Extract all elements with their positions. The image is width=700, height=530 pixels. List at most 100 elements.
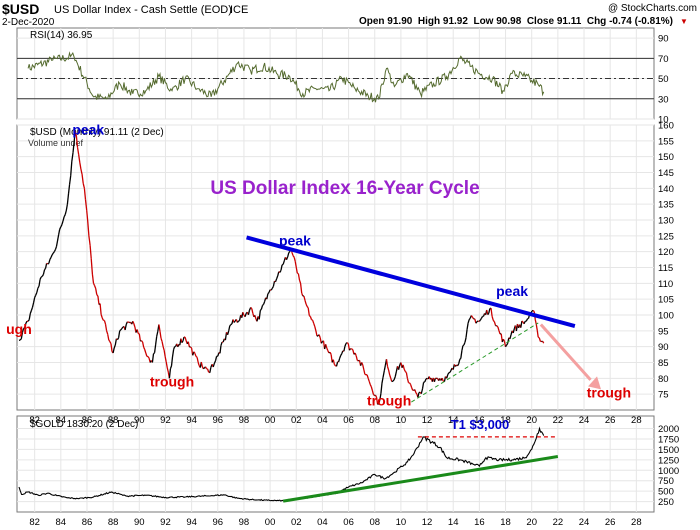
usd-segment bbox=[34, 295, 37, 298]
x-tick-label: 92 bbox=[160, 415, 171, 426]
usd-segment bbox=[538, 337, 542, 342]
usd-segment bbox=[182, 336, 185, 342]
usd-annotations: peak peak peak ugh trough trough trough bbox=[6, 122, 631, 409]
usd-segment bbox=[462, 344, 465, 347]
usd-segment bbox=[212, 363, 215, 368]
usd-segment bbox=[337, 358, 341, 363]
usd-segment bbox=[55, 240, 59, 247]
usd-segment bbox=[458, 359, 461, 364]
usd-segment bbox=[406, 378, 410, 383]
usd-segment bbox=[259, 308, 262, 311]
projection-arrow-head bbox=[588, 376, 602, 390]
usd-segment bbox=[79, 162, 82, 170]
usd-segment bbox=[304, 300, 307, 305]
usd-segment bbox=[464, 337, 467, 343]
usd-segment bbox=[500, 333, 503, 343]
trough-annotation: trough bbox=[367, 392, 411, 408]
usd-segment bbox=[236, 320, 239, 323]
trough-annotation: trough bbox=[587, 384, 631, 400]
rsi-y-tick-label: 90 bbox=[658, 34, 669, 45]
usd-segment bbox=[219, 345, 222, 354]
usd-segment bbox=[298, 279, 302, 284]
usd-segment bbox=[32, 297, 36, 303]
usd-segment bbox=[446, 374, 449, 379]
usd-segment bbox=[125, 321, 128, 325]
usd-segment bbox=[408, 382, 412, 385]
usd-segment bbox=[266, 293, 269, 300]
usd-segment bbox=[39, 276, 42, 280]
usd-segment bbox=[305, 303, 308, 307]
usd-segment bbox=[71, 152, 74, 162]
usd-segment bbox=[372, 393, 375, 396]
usd-segment bbox=[220, 341, 223, 346]
x-tick-label: 88 bbox=[108, 517, 119, 528]
usd-segment bbox=[449, 370, 452, 373]
usd-segment bbox=[459, 357, 462, 360]
usd-segment bbox=[333, 364, 336, 367]
usd-segment bbox=[497, 326, 500, 331]
down-arrow-icon: ▼ bbox=[680, 17, 688, 26]
y-axis-ticks: 10 30 50 70 90 75 80 85 90 95 100 105 110 115 120 125 13… bbox=[658, 34, 679, 508]
usd-segment bbox=[72, 141, 75, 153]
usd-y-tick-label: 110 bbox=[658, 279, 673, 290]
usd-segment bbox=[53, 249, 56, 253]
x-tick-label: 84 bbox=[56, 517, 67, 528]
usd-segment bbox=[95, 288, 98, 295]
chart-date: 2-Dec-2020 bbox=[2, 17, 55, 28]
usd-segment bbox=[68, 175, 72, 185]
usd-segment bbox=[61, 220, 64, 225]
x-tick-label: 12 bbox=[422, 415, 433, 426]
gold-y-tick-label: 500 bbox=[658, 487, 674, 498]
usd-segment bbox=[381, 376, 384, 384]
gold-y-tick-label: 1000 bbox=[658, 466, 679, 477]
usd-segment bbox=[465, 329, 468, 338]
usd-segment bbox=[262, 303, 265, 306]
usd-segment bbox=[311, 319, 315, 324]
usd-segment bbox=[153, 344, 157, 353]
peak-annotation: peak bbox=[72, 122, 104, 138]
usd-segment bbox=[90, 258, 94, 275]
usd-segment bbox=[326, 347, 329, 352]
usd-segment bbox=[233, 320, 236, 323]
usd-segment bbox=[512, 328, 515, 334]
usd-segment bbox=[277, 271, 280, 277]
usd-segment bbox=[329, 351, 332, 355]
usd-segment bbox=[195, 355, 198, 358]
gold-y-tick-label: 2000 bbox=[658, 424, 679, 435]
usd-segment bbox=[213, 360, 217, 364]
usd-segment bbox=[200, 361, 203, 367]
x-tick-label: 06 bbox=[343, 517, 354, 528]
usd-segment bbox=[340, 353, 343, 356]
usd-segment bbox=[110, 343, 113, 352]
peak-annotation: peak bbox=[496, 283, 528, 299]
usd-segment bbox=[42, 269, 46, 275]
usd-segment bbox=[274, 278, 278, 283]
usd-segment bbox=[463, 341, 466, 346]
usd-segment bbox=[187, 341, 191, 348]
usd-segment bbox=[91, 274, 95, 284]
usd-segment bbox=[479, 317, 483, 321]
usd-segment bbox=[390, 377, 393, 382]
usd-segment bbox=[244, 313, 247, 317]
usd-segment bbox=[112, 347, 115, 354]
usd-segment bbox=[293, 257, 296, 262]
usd-y-tick-label: 120 bbox=[658, 247, 674, 258]
x-tick-label: 96 bbox=[212, 517, 223, 528]
usd-segment bbox=[306, 306, 309, 309]
usd-segment bbox=[320, 341, 323, 344]
usd-segment bbox=[80, 168, 83, 175]
annotation-overlays bbox=[246, 235, 602, 503]
usd-segment bbox=[59, 226, 62, 230]
usd-segment bbox=[49, 257, 52, 260]
usd-series bbox=[18, 131, 545, 405]
usd-segment bbox=[89, 245, 92, 259]
x-tick-label: 10 bbox=[396, 517, 407, 528]
usd-segment bbox=[113, 344, 116, 349]
usd-segment bbox=[279, 269, 282, 273]
usd-segment bbox=[56, 234, 60, 242]
usd-segment bbox=[357, 359, 359, 362]
usd-segment bbox=[490, 308, 493, 317]
rsi-line bbox=[27, 51, 545, 103]
usd-segment bbox=[368, 381, 371, 385]
usd-segment bbox=[82, 183, 86, 189]
